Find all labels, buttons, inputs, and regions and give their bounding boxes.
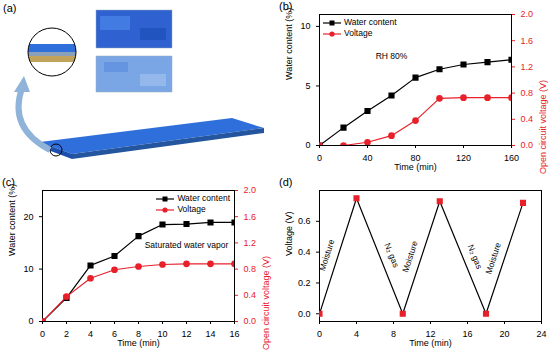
html-text:Voltage: Voltage (177, 204, 206, 214)
svg-text:80: 80 (410, 152, 421, 163)
svg-text:(a): (a) (3, 2, 16, 14)
svg-text:4: 4 (354, 329, 359, 339)
svg-text:16: 16 (229, 329, 239, 339)
svg-text:10: 10 (157, 328, 168, 339)
svg-text:Water content (%): Water content (%) (7, 184, 17, 256)
svg-text:Open circuit voltage (V): Open circuit voltage (V) (538, 80, 548, 174)
svg-text:N₂ gas: N₂ gas (382, 241, 401, 268)
svg-text:Moisture: Moisture (317, 238, 337, 272)
svg-text:1.2: 1.2 (521, 62, 534, 72)
svg-text:0.0: 0.0 (521, 140, 534, 150)
svg-text:120: 120 (456, 153, 471, 163)
svg-text:20: 20 (499, 329, 509, 339)
svg-text:1.2: 1.2 (244, 238, 257, 248)
svg-text:2.0: 2.0 (521, 9, 534, 19)
svg-text:12: 12 (425, 328, 436, 339)
svg-text:20: 20 (23, 212, 33, 222)
svg-text:160: 160 (504, 153, 519, 163)
svg-text:0.0: 0.0 (244, 316, 257, 326)
svg-text:5: 5 (305, 81, 310, 91)
svg-text:Time (min): Time (min) (394, 162, 437, 172)
svg-text:0: 0 (305, 140, 310, 150)
svg-text:4: 4 (88, 329, 93, 339)
svg-text:0.2: 0.2 (298, 278, 311, 288)
svg-text:0.8: 0.8 (244, 264, 257, 274)
svg-text:Time (min): Time (min) (409, 338, 452, 348)
svg-text:0.4: 0.4 (244, 290, 257, 300)
svg-text:Voltage (V): Voltage (V) (284, 211, 294, 256)
svg-text:Open circuit voltage (V): Open circuit voltage (V) (261, 256, 271, 350)
svg-text:RH 80%: RH 80% (376, 51, 408, 61)
svg-text:2: 2 (64, 329, 69, 339)
html-text:(d): (d) (279, 176, 293, 188)
svg-text:Water content (%): Water content (%) (284, 8, 294, 80)
svg-text:8: 8 (391, 329, 396, 339)
svg-text:12: 12 (181, 329, 191, 339)
html-text:(c): (c) (2, 176, 15, 188)
svg-text:Saturated water vapor: Saturated water vapor (145, 240, 229, 250)
svg-text:0: 0 (40, 329, 45, 339)
svg-text:8: 8 (136, 328, 141, 339)
html-text:Water content: Water content (177, 193, 230, 203)
svg-text:0.4: 0.4 (521, 114, 534, 124)
svg-text:0: 0 (28, 316, 33, 326)
svg-text:24: 24 (536, 329, 546, 339)
svg-text:Moisture: Moisture (400, 239, 420, 273)
svg-text:0.0: 0.0 (298, 309, 311, 319)
svg-text:10: 10 (23, 264, 33, 274)
svg-text:2.0: 2.0 (244, 185, 257, 195)
svg-text:0.4: 0.4 (298, 247, 311, 257)
html-text:(b): (b) (279, 0, 293, 12)
svg-text:0.8: 0.8 (521, 88, 534, 98)
svg-text:40: 40 (362, 153, 372, 163)
svg-text:16: 16 (462, 329, 472, 339)
svg-text:0: 0 (317, 329, 322, 339)
svg-text:1.6: 1.6 (521, 36, 534, 46)
html-text:Water content: Water content (344, 17, 397, 27)
svg-text:10: 10 (300, 21, 310, 31)
svg-text:6: 6 (112, 328, 117, 339)
svg-text:0: 0 (317, 153, 322, 163)
svg-text:1.6: 1.6 (244, 212, 257, 222)
svg-text:14: 14 (205, 329, 215, 339)
svg-text:Moisture: Moisture (483, 241, 503, 275)
html-text:Voltage: Voltage (344, 28, 373, 38)
svg-text:0.6: 0.6 (298, 216, 311, 226)
svg-text:N₂ gas: N₂ gas (466, 243, 485, 270)
svg-text:Time (min): Time (min) (117, 338, 160, 348)
